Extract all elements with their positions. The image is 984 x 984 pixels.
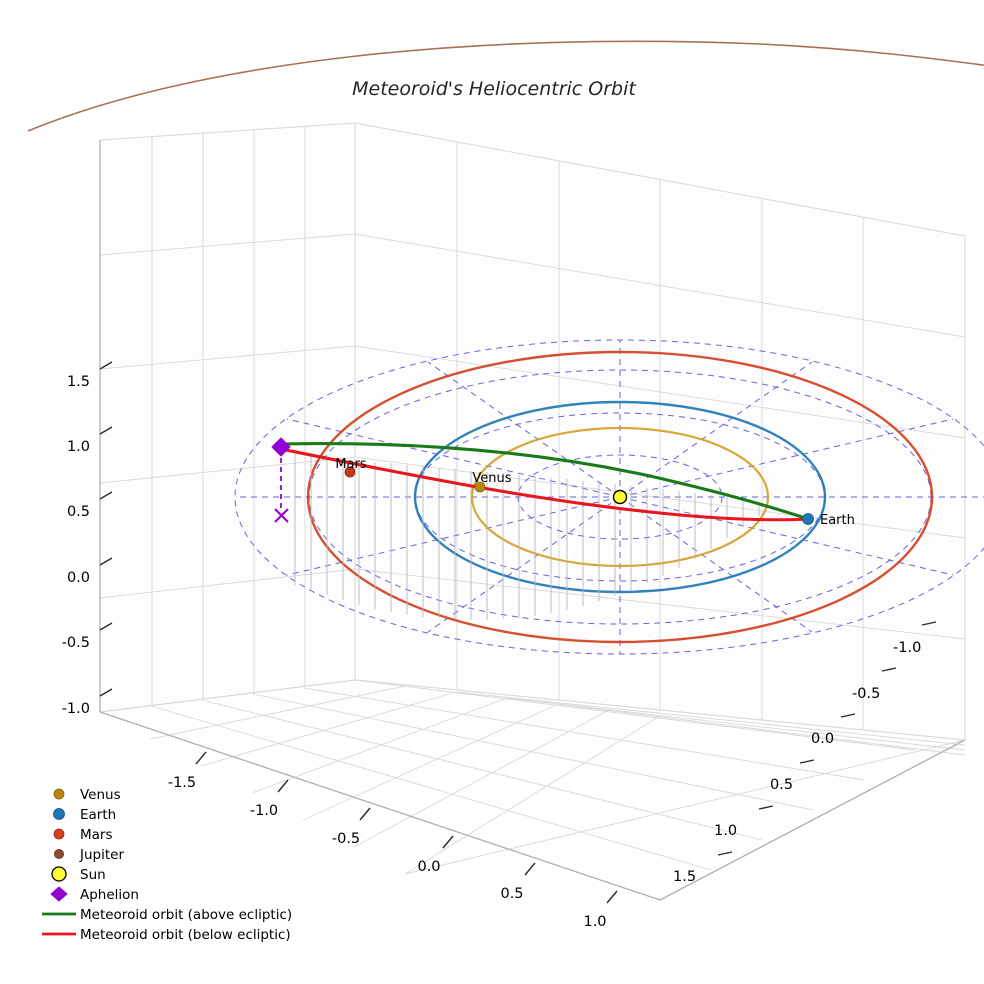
venus-label: Venus <box>472 471 511 486</box>
y-tick-label: -0.5 <box>852 686 880 702</box>
legend-item-aphelion[interactable]: Aphelion <box>50 886 139 903</box>
legend-item-venus[interactable]: Venus <box>53 787 121 803</box>
page-title: Meteoroid's Heliocentric Orbit <box>352 78 637 100</box>
earth-label: Earth <box>820 513 855 528</box>
mars-body-marker <box>344 466 356 478</box>
y-tick-label: 1.5 <box>673 869 696 885</box>
legend-sun-marker-icon <box>51 866 67 882</box>
legend-item-mars[interactable]: Mars <box>53 827 113 843</box>
jupiter-orbit-path <box>27 40 984 132</box>
x-tick-label: 1.0 <box>583 914 606 930</box>
aphelion-projection-x-marker <box>274 508 289 523</box>
legend-item-label: Earth <box>80 807 116 823</box>
x-axis-spine <box>99 711 661 901</box>
x-axis-tick-labels: -1.5 -1.0 -0.5 0.0 0.5 1.0 <box>168 775 607 930</box>
legend-item-label: Sun <box>80 867 106 883</box>
venus-orbit-path <box>470 426 770 568</box>
legend-item-label: Venus <box>80 787 121 803</box>
z-tick-label: 0.0 <box>67 570 90 586</box>
ecliptic-spoke <box>286 418 621 498</box>
mars-orbit-path <box>306 350 934 644</box>
y-tick-label: 0.5 <box>770 777 793 793</box>
z-tick-label: 1.0 <box>67 439 90 455</box>
x-tick-label: -1.0 <box>250 803 278 819</box>
y-tick-label: -1.0 <box>893 640 921 656</box>
axes3d-spines <box>99 140 966 901</box>
legend-item-label: Mars <box>80 827 113 843</box>
axes3d-floor-grid-extended <box>404 691 966 875</box>
x-tick-label: 0.0 <box>417 859 440 875</box>
legend-item-label: Meteoroid orbit (above ecliptic) <box>80 907 292 923</box>
meteoroid-orbit-below-ecliptic <box>279 447 810 522</box>
legend-item-label: Aphelion <box>80 887 139 903</box>
legend-item-meteoroid-below-ecliptic[interactable]: Meteoroid orbit (below ecliptic) <box>42 927 291 943</box>
legend-item-label: Jupiter <box>79 847 124 863</box>
z-tick-label: 1.5 <box>67 374 90 390</box>
legend-mars-marker-icon <box>53 828 65 840</box>
mars-label: Mars <box>335 457 367 472</box>
meteoroid-orbit-above-ecliptic <box>279 441 810 521</box>
z-tick-label: -0.5 <box>62 635 90 651</box>
venus-body-marker <box>474 481 486 493</box>
legend-item-earth[interactable]: Earth <box>53 807 117 823</box>
sun-marker <box>612 489 628 505</box>
legend-earth-marker-icon <box>53 808 65 820</box>
z-tick-label: -1.0 <box>62 701 90 717</box>
legend-jupiter-marker-icon <box>54 849 65 860</box>
legend-aphelion-marker-icon <box>50 886 68 902</box>
axis-tick-marks <box>99 361 937 904</box>
aphelion-marker <box>271 437 291 457</box>
legend-item-label: Meteoroid orbit (below ecliptic) <box>80 927 291 943</box>
pane-left <box>99 122 356 713</box>
ecliptic-spoke <box>619 496 954 576</box>
legend-item-meteoroid-above-ecliptic[interactable]: Meteoroid orbit (above ecliptic) <box>42 907 292 923</box>
z-axis-tick-labels: 1.5 1.0 0.5 0.0 -0.5 -1.0 <box>62 374 90 717</box>
legend-item-jupiter[interactable]: Jupiter <box>54 847 124 863</box>
z-tick-label: 0.5 <box>67 504 90 520</box>
y-tick-label: 1.0 <box>714 823 737 839</box>
meteoroid-stem-lines <box>294 452 760 620</box>
ecliptic-spoke <box>619 418 954 498</box>
y-axis-tick-labels: -1.0 -0.5 0.0 0.5 1.0 1.5 <box>673 640 921 885</box>
legend-item-sun[interactable]: Sun <box>51 866 106 883</box>
ecliptic-spoke <box>286 496 621 576</box>
x-tick-label: -0.5 <box>332 831 360 847</box>
x-tick-label: 0.5 <box>500 886 523 902</box>
legend-venus-marker-icon <box>53 788 65 800</box>
y-axis-spine <box>659 739 966 901</box>
earth-orbit-path <box>413 400 827 594</box>
x-tick-label: -1.5 <box>168 775 196 791</box>
y-tick-label: 0.0 <box>811 731 834 747</box>
legend: Venus Earth Mars Jupiter Sun Aphelion <box>42 787 292 943</box>
earth-body-marker <box>802 513 814 525</box>
